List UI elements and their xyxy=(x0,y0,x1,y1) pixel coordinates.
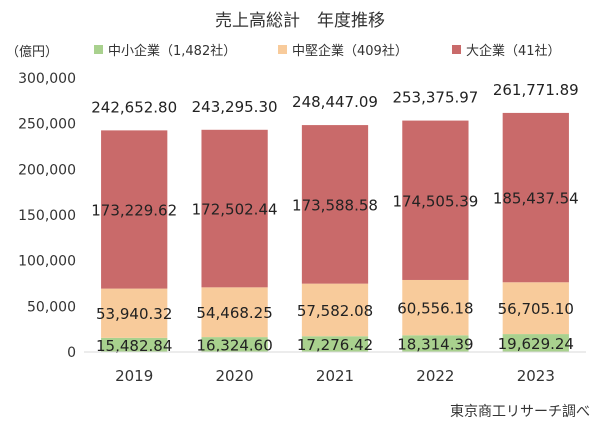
bar-segment xyxy=(201,129,268,288)
data-label: 54,468.25 xyxy=(196,304,272,322)
x-tick-label: 2019 xyxy=(115,367,153,385)
bar-segment xyxy=(301,283,369,337)
bar-segment xyxy=(502,334,569,352)
bar-segment xyxy=(402,120,469,280)
y-tick-label: 300,000 xyxy=(18,71,76,87)
y-axis: 0 50,000 100,000 150,000 200,000 250,000 300,0… xyxy=(18,71,76,361)
x-tick-label: 2023 xyxy=(517,367,555,385)
legend-label: 中堅企業（409社） xyxy=(292,43,408,59)
total-label: 248,447.09 xyxy=(292,93,378,111)
x-tick-label: 2020 xyxy=(216,367,254,385)
data-label: 19,629.24 xyxy=(498,335,574,353)
bars: 15,482.84 53,940.32 173,229.62 242,652.80 16… xyxy=(91,81,578,355)
y-tick-label: 200,000 xyxy=(18,162,76,178)
data-label: 173,588.58 xyxy=(292,196,378,214)
bar-segment xyxy=(101,288,168,338)
data-label: 53,940.32 xyxy=(96,305,172,323)
source-note: 東京商工リサーチ調べ xyxy=(450,404,590,420)
x-axis: 2019 2020 2021 2022 2023 xyxy=(84,351,586,385)
data-label: 18,314.39 xyxy=(397,336,473,354)
total-label: 261,771.89 xyxy=(493,81,579,99)
data-label: 17,276.42 xyxy=(297,336,373,354)
bar-segment xyxy=(301,125,369,284)
legend-swatch xyxy=(452,45,461,54)
bar-segment xyxy=(201,337,268,352)
total-label: 253,375.97 xyxy=(392,89,478,107)
y-tick-label: 50,000 xyxy=(27,299,76,315)
data-label: 16,324.60 xyxy=(196,337,272,355)
data-label: 185,437.54 xyxy=(493,190,579,208)
y-tick-label: 0 xyxy=(67,345,76,361)
chart-title: 売上高総計 年度推移 xyxy=(215,11,385,31)
x-tick-label: 2021 xyxy=(316,367,354,385)
legend: 中小企業（1,482社） 中堅企業（409社） 大企業（41社） xyxy=(94,43,561,59)
bar-segment xyxy=(502,282,569,335)
data-label: 60,556.18 xyxy=(397,300,473,318)
y-tick-label: 150,000 xyxy=(18,208,76,224)
data-label: 174,505.39 xyxy=(392,192,478,210)
total-label: 243,295.30 xyxy=(192,98,278,116)
data-label: 15,482.84 xyxy=(96,337,172,355)
bar-segment xyxy=(301,336,369,352)
data-label: 173,229.62 xyxy=(91,201,177,219)
bar-segment xyxy=(502,112,569,283)
bar-segment xyxy=(101,130,168,289)
y-tick-label: 100,000 xyxy=(18,254,76,270)
data-label: 57,582.08 xyxy=(297,302,373,320)
x-tick-label: 2022 xyxy=(416,367,454,385)
bar-segment xyxy=(402,335,469,352)
bar-segment xyxy=(201,287,268,338)
legend-swatch xyxy=(278,45,287,54)
y-tick-label: 250,000 xyxy=(18,117,76,133)
total-label: 242,652.80 xyxy=(91,98,177,116)
legend-label: 中小企業（1,482社） xyxy=(108,43,236,59)
data-label: 172,502.44 xyxy=(192,201,278,219)
legend-label: 大企業（41社） xyxy=(466,43,561,59)
y-axis-unit-label: （億円） xyxy=(6,44,58,60)
bar-segment xyxy=(402,279,469,336)
legend-swatch xyxy=(94,45,103,54)
bar-segment xyxy=(101,337,168,352)
data-label: 56,705.10 xyxy=(498,300,574,318)
